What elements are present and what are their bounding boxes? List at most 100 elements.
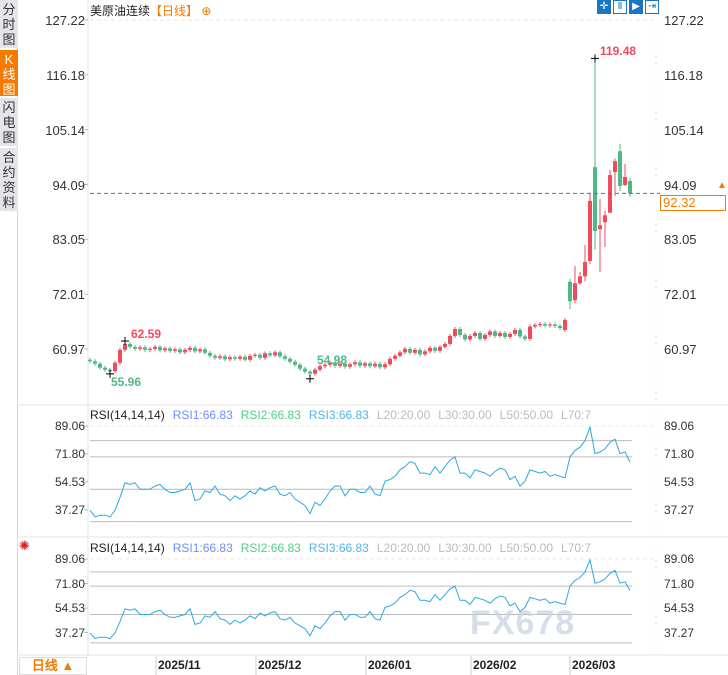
tab-char: 图	[2, 32, 16, 47]
candle-body	[473, 332, 477, 336]
candle-body	[603, 215, 607, 223]
candle-body	[573, 283, 577, 301]
candle-body	[468, 335, 472, 340]
candle-body	[118, 349, 122, 363]
play-icon[interactable]: ▶	[629, 0, 643, 14]
rsi-axis-tick: 71.80	[54, 576, 85, 591]
candle-body	[153, 346, 157, 349]
date-axis-label: 2025/11	[158, 658, 201, 672]
tab-char: 图	[2, 130, 16, 145]
date-axis-label: 2026/02	[473, 658, 517, 672]
tab-contract-info[interactable]: 合约资料	[0, 148, 18, 211]
settings-sun-icon[interactable]: ✺	[19, 538, 30, 553]
price-axis-tick: 83.05	[52, 232, 85, 248]
rsi-line	[89, 425, 631, 518]
price-axis-tick: 72.01	[664, 287, 697, 303]
candle-body	[193, 347, 197, 352]
price-axis-tick: 127.22	[45, 13, 85, 28]
candle-body	[283, 356, 287, 359]
period-selector-button[interactable]: 日线 ▲	[19, 657, 87, 675]
rsi2-value: RSI2:66.83	[240, 541, 301, 555]
low-annotation-1: 55.96	[111, 375, 142, 389]
candle-body	[418, 349, 422, 355]
candle-body	[208, 352, 212, 356]
date-axis-label: 2026/03	[572, 658, 616, 672]
candle-body	[188, 347, 192, 350]
rsi-axis-tick: 37.27	[664, 625, 695, 640]
scroll-up-icon[interactable]: ▲	[717, 180, 727, 191]
candle-body	[403, 348, 407, 353]
candle-body	[513, 329, 517, 334]
rsi-axis-tick: 89.06	[664, 419, 695, 433]
rsi-axis-tick: 37.27	[54, 625, 85, 640]
candle-body	[443, 343, 447, 347]
candle-body	[233, 357, 237, 359]
candle-body	[258, 354, 262, 358]
candle-body	[388, 358, 392, 365]
candle-body	[423, 351, 427, 355]
candle-body	[203, 349, 207, 353]
candle-body	[248, 355, 252, 360]
l70-value: L70:7	[561, 541, 592, 555]
candle-body	[348, 364, 352, 367]
candle-body	[548, 324, 552, 326]
tab-flash[interactable]: 闪电图	[0, 98, 18, 146]
l50-value: L50:50.00	[499, 408, 554, 422]
candle-body	[273, 352, 277, 356]
tab-char: 图	[2, 82, 16, 97]
extreme-marker-icon	[106, 369, 114, 378]
tab-char: 电	[2, 115, 16, 130]
candle-body	[383, 364, 387, 368]
tab-intraday[interactable]: 分时图	[0, 0, 18, 48]
candle-body	[598, 225, 602, 230]
candle-body	[353, 362, 357, 365]
candle-body	[173, 349, 177, 351]
add-indicator-icon[interactable]: ⊕	[201, 4, 212, 18]
candle-body	[223, 356, 227, 360]
rsi3-value: RSI3:66.83	[308, 408, 369, 422]
rsi-axis-tick: 89.06	[54, 552, 85, 566]
high-annotation: 119.48	[600, 44, 637, 58]
candle-body	[448, 335, 452, 344]
range-select-icon[interactable]: Ⅱ	[613, 0, 627, 14]
candle-body	[163, 348, 167, 351]
candle-body	[373, 363, 377, 367]
l20-value: L20:20.00	[376, 408, 431, 422]
candle-body	[543, 324, 547, 326]
date-axis-label: 2025/12	[258, 658, 302, 672]
candle-body	[628, 180, 632, 194]
rsi-axis-tick: 89.06	[664, 552, 695, 566]
rsi3-value: RSI3:66.83	[308, 541, 369, 555]
rsi-axis-tick: 71.80	[664, 576, 695, 591]
rsi1-value: RSI1:66.83	[172, 408, 233, 422]
candle-body	[393, 355, 397, 359]
tab-char: 闪	[2, 100, 16, 115]
tab-char: 约	[2, 165, 16, 180]
jump-end-icon[interactable]: ⇥	[645, 0, 659, 14]
tab-char: 时	[2, 17, 16, 32]
candle-body	[158, 346, 162, 351]
candle-body	[568, 281, 572, 302]
candle-body	[338, 363, 342, 366]
crosshair-icon[interactable]: ✛	[597, 0, 611, 14]
extreme-marker-icon	[306, 374, 314, 383]
candle-body	[103, 367, 107, 370]
candle-body	[368, 363, 372, 367]
candle-body	[498, 332, 502, 336]
candle-body	[358, 362, 362, 366]
rsi-axis-tick: 71.80	[54, 446, 85, 461]
candle-body	[363, 363, 367, 366]
rsi-legend-2: RSI(14,14,14) RSI1:66.83 RSI2:66.83 RSI3:66…	[90, 541, 599, 555]
candle-body	[138, 347, 142, 349]
candle-body	[328, 362, 332, 365]
candle-body	[608, 175, 612, 213]
low-annotation-2: 54.98	[317, 353, 348, 367]
candle-body	[213, 355, 217, 358]
rsi-line	[89, 558, 631, 640]
rsi-legend-1: RSI(14,14,14) RSI1:66.83 RSI2:66.83 RSI3:66…	[90, 408, 599, 422]
candle-body	[623, 177, 627, 185]
candle-body	[253, 354, 257, 356]
